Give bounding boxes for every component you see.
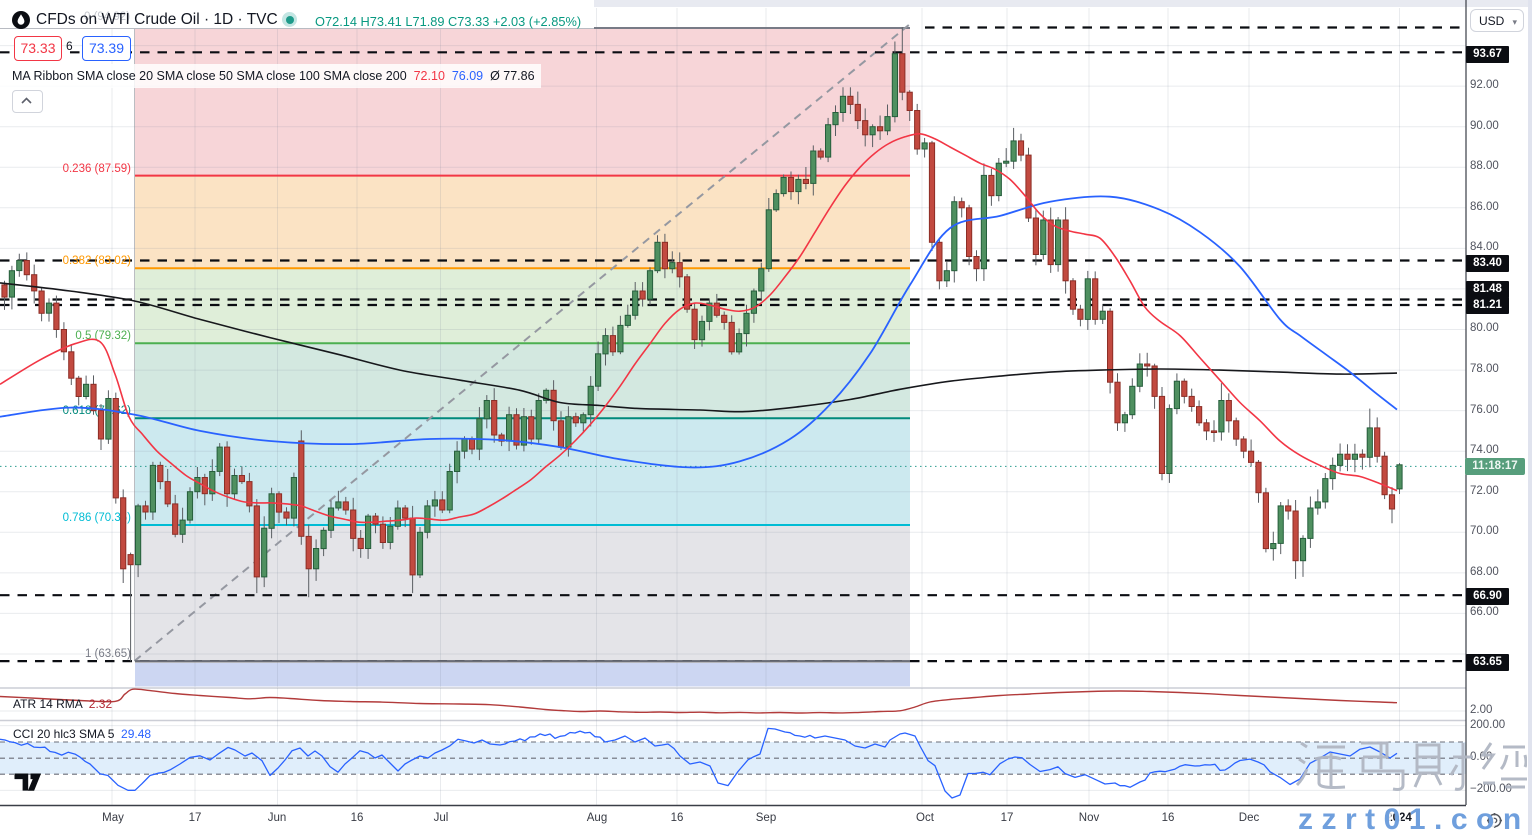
svg-text:0.382 (83.02): 0.382 (83.02) bbox=[63, 255, 132, 267]
svg-text:1 (63.65): 1 (63.65) bbox=[85, 648, 131, 660]
svg-text:0.236 (87.59): 0.236 (87.59) bbox=[63, 163, 132, 175]
svg-text:0.786 (70.36): 0.786 (70.36) bbox=[63, 512, 132, 524]
